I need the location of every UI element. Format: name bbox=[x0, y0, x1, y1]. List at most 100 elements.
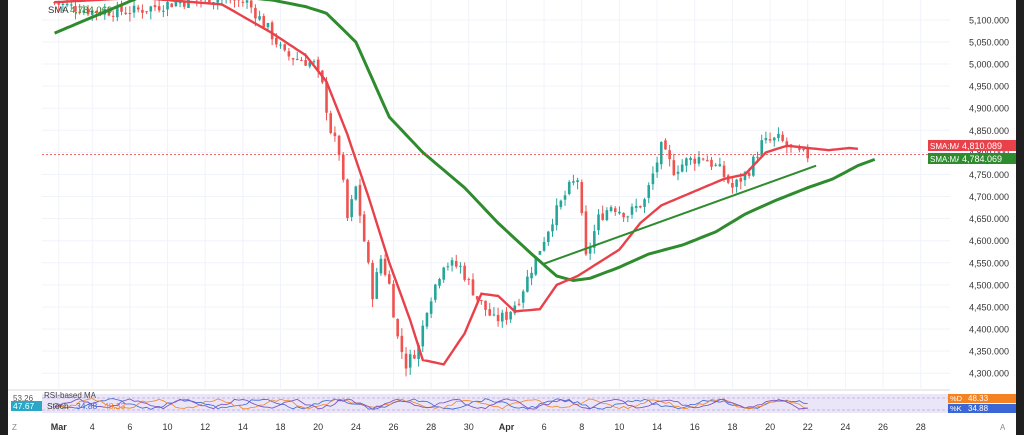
time-tick-label: 16 bbox=[690, 422, 700, 432]
candle-body bbox=[254, 8, 257, 18]
candle-body bbox=[129, 13, 132, 14]
candle-body bbox=[472, 279, 475, 295]
candle-body bbox=[551, 224, 554, 231]
candle-body bbox=[334, 133, 337, 136]
chart-background bbox=[8, 0, 1016, 435]
osc-row-d: 48.33 bbox=[104, 401, 126, 411]
time-tick-label: 14 bbox=[238, 422, 248, 432]
candle-body bbox=[497, 315, 500, 321]
window-edge-right bbox=[1016, 0, 1024, 435]
candle-body bbox=[673, 160, 676, 175]
candle-body bbox=[384, 259, 387, 275]
candle-body bbox=[509, 312, 512, 320]
candle-body bbox=[631, 207, 634, 215]
candle-body bbox=[723, 166, 726, 177]
candle-body bbox=[622, 213, 625, 217]
candle-body bbox=[710, 160, 713, 167]
candle-body bbox=[430, 301, 433, 313]
candle-body bbox=[271, 22, 274, 39]
time-tick-label: 6 bbox=[127, 422, 132, 432]
candle-body bbox=[459, 266, 462, 267]
candle-body bbox=[421, 326, 424, 347]
candle-body bbox=[660, 142, 663, 164]
candle-body bbox=[392, 284, 395, 318]
candle-body bbox=[426, 313, 429, 327]
candle-body bbox=[300, 60, 303, 61]
candle-body bbox=[250, 1, 253, 8]
price-tick-label: 4,950.000 bbox=[969, 82, 1009, 92]
candle-body bbox=[777, 134, 780, 138]
badge-slow-ma-value: 4,784.069 bbox=[962, 154, 1002, 164]
candle-body bbox=[639, 206, 642, 207]
candle-body bbox=[493, 314, 496, 315]
candle-body bbox=[355, 186, 358, 199]
time-tick-label: 28 bbox=[916, 422, 926, 432]
time-tick-label: 4 bbox=[90, 422, 95, 432]
candle-body bbox=[396, 319, 399, 336]
candle-body bbox=[296, 59, 299, 60]
candle-body bbox=[522, 291, 525, 302]
time-tick-label: Apr bbox=[499, 422, 515, 432]
candle-body bbox=[627, 216, 630, 217]
candle-body bbox=[447, 266, 450, 267]
candle-body bbox=[141, 10, 144, 13]
candle-body bbox=[760, 140, 763, 156]
candle-body bbox=[162, 11, 165, 12]
price-tick-label: 4,650.000 bbox=[969, 214, 1009, 224]
candle-body bbox=[505, 312, 508, 320]
candle-body bbox=[714, 165, 717, 166]
candle-body bbox=[719, 164, 722, 166]
candle-body bbox=[580, 182, 583, 213]
candle-body bbox=[614, 208, 617, 212]
candle-body bbox=[242, 2, 245, 3]
candle-body bbox=[731, 183, 734, 188]
candle-body bbox=[748, 173, 751, 176]
candle-body bbox=[564, 195, 567, 199]
candle-body bbox=[635, 206, 638, 208]
candle-body bbox=[292, 58, 295, 59]
candle-body bbox=[338, 136, 341, 155]
window-edge-left bbox=[0, 0, 8, 435]
badge-osc-d-value: 48.33 bbox=[968, 394, 989, 403]
time-tick-label: 24 bbox=[840, 422, 850, 432]
price-tick-label: 5,000.000 bbox=[969, 60, 1009, 70]
candle-body bbox=[367, 242, 370, 263]
candle-body bbox=[434, 285, 437, 300]
badge-osc-d-label: %D bbox=[950, 394, 963, 403]
osc-row-k: 34.88 bbox=[76, 401, 98, 411]
candle-body bbox=[246, 0, 249, 2]
candle-body bbox=[568, 182, 571, 194]
candle-body bbox=[313, 61, 316, 62]
osc-row-name: Stoch bbox=[47, 401, 69, 411]
candle-body bbox=[555, 205, 558, 225]
candle-body bbox=[685, 158, 688, 165]
candle-body bbox=[350, 199, 353, 217]
candle-body bbox=[401, 336, 404, 352]
candle-body bbox=[526, 277, 529, 292]
candle-body bbox=[501, 313, 504, 322]
legend-sma-label: SMA bbox=[48, 5, 69, 16]
price-tick-label: 4,300.000 bbox=[969, 369, 1009, 379]
candle-body bbox=[643, 199, 646, 207]
time-tick-label: 6 bbox=[542, 422, 547, 432]
candle-body bbox=[124, 13, 127, 14]
time-tick-label: 10 bbox=[163, 422, 173, 432]
candle-body bbox=[765, 138, 768, 140]
candle-body bbox=[175, 2, 178, 6]
candle-body bbox=[133, 6, 136, 13]
time-tick-label: 10 bbox=[614, 422, 624, 432]
candle-body bbox=[154, 5, 157, 7]
badge-osc-k-label: %K bbox=[950, 404, 962, 413]
timezone-z-label: Z bbox=[12, 423, 17, 432]
candle-body bbox=[798, 148, 801, 150]
candle-body bbox=[279, 45, 282, 46]
time-tick-label: 18 bbox=[727, 422, 737, 432]
candle-body bbox=[681, 165, 684, 172]
candle-body bbox=[258, 16, 261, 19]
candle-body bbox=[262, 16, 265, 27]
price-tick-label: 4,850.000 bbox=[969, 126, 1009, 136]
price-tick-label: 4,350.000 bbox=[969, 347, 1009, 357]
candle-body bbox=[363, 214, 366, 241]
time-tick-label: 24 bbox=[351, 422, 361, 432]
